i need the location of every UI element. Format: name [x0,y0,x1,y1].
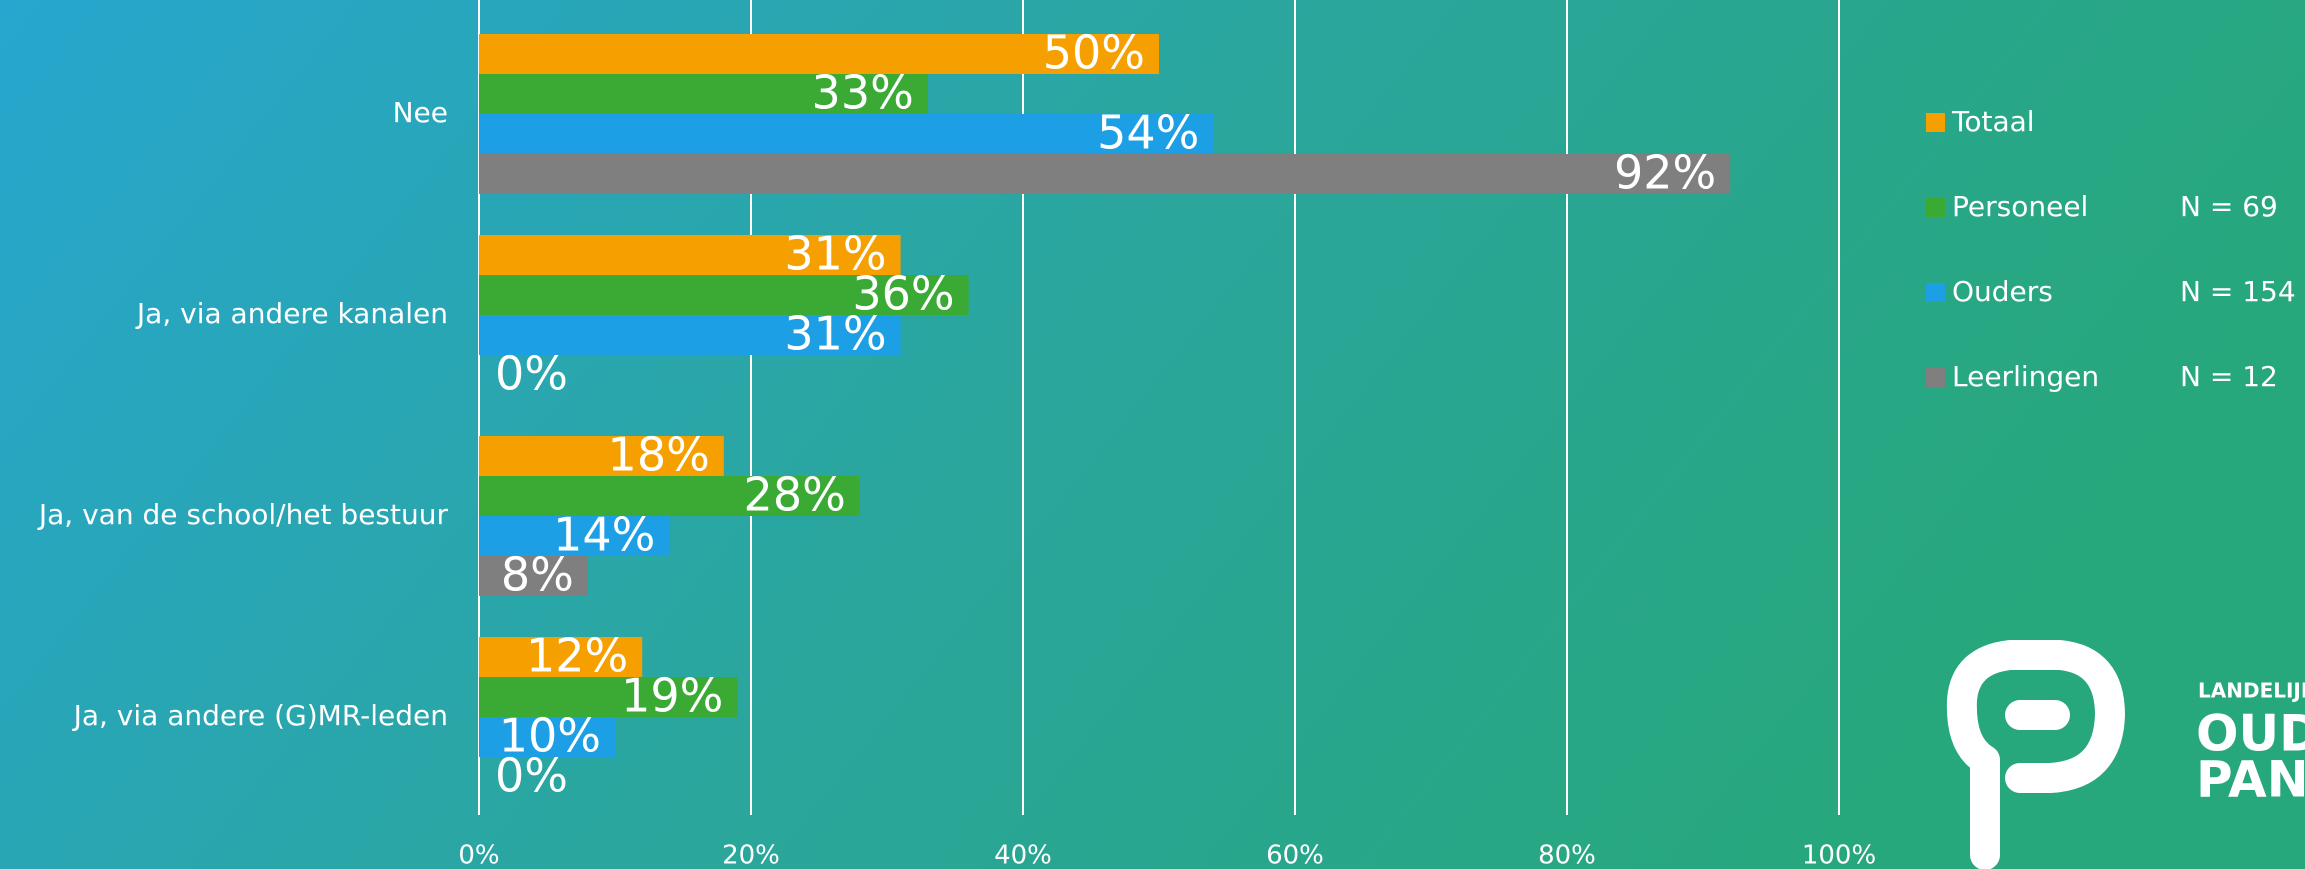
data-label: 0% [495,347,568,401]
x-tick-label: 40% [994,841,1052,869]
data-label: 50% [1043,26,1145,80]
y-tick-label: Ja, via andere kanalen [135,297,448,330]
data-label: 54% [1097,106,1199,160]
legend-swatch [1926,283,1945,302]
legend-note: N = 154 [2180,275,2296,308]
legend-label: Personeel [1952,190,2088,223]
data-label: 19% [621,669,723,723]
data-label: 31% [784,307,886,361]
chart: 0% 20% 40% 60% 80% 100% Nee 50% 33% 54% 92% Ja, via… [0,0,2305,869]
logo-text: PAN [2196,751,2305,809]
x-tick-label: 20% [722,841,780,869]
x-tick-label: 80% [1538,841,1596,869]
logo-text: LANDELIJK [2198,679,2305,703]
legend-label: Ouders [1952,275,2053,308]
legend-note: N = 12 [2180,360,2278,393]
data-label: 92% [1614,146,1716,200]
legend-swatch [1926,368,1945,387]
x-tick-label: 60% [1266,841,1324,869]
legend-note: N = 69 [2180,190,2278,223]
legend-label: Totaal [1951,105,2035,138]
y-tick-label: Ja, van de school/het bestuur [37,498,449,531]
bar [479,154,1730,194]
x-tick-label: 100% [1802,841,1876,869]
data-label: 18% [608,428,710,482]
data-label: 0% [495,749,568,803]
legend-swatch [1926,198,1945,217]
data-label: 8% [501,548,574,602]
legend-swatch [1926,113,1945,132]
data-label: 12% [526,629,628,683]
data-label: 28% [744,468,846,522]
data-label: 33% [812,66,914,120]
legend-label: Leerlingen [1952,360,2099,393]
x-tick-label: 0% [458,841,499,869]
y-tick-label: Ja, via andere (G)MR-leden [72,699,448,732]
y-tick-label: Nee [393,96,448,129]
